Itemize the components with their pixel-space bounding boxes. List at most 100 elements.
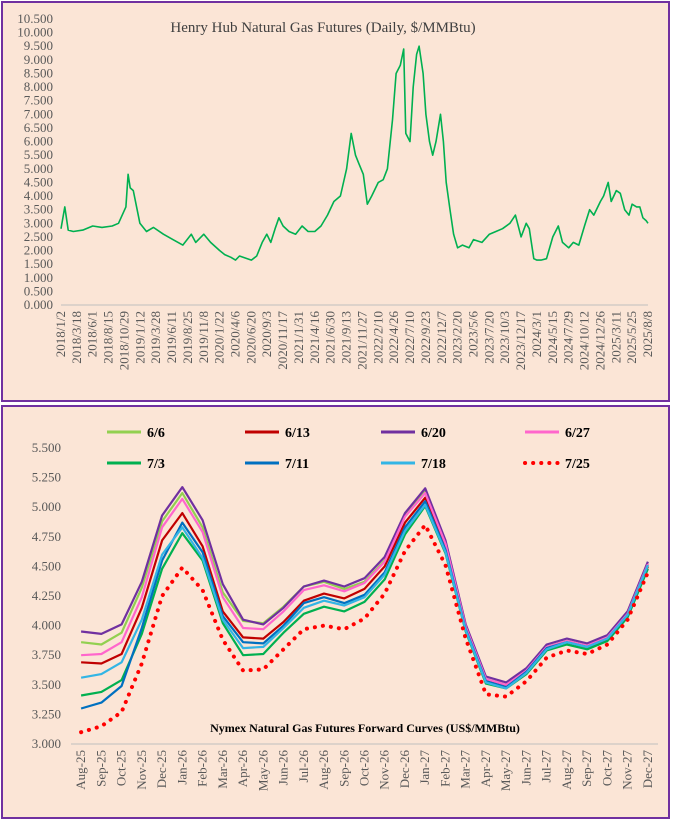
- x-tick-label: Dec-26: [397, 750, 412, 789]
- y-tick-label: 1.500: [24, 256, 53, 271]
- x-tick-label: 2025/8/8: [640, 311, 655, 357]
- x-tick-label: Oct-27: [599, 750, 614, 787]
- y-tick-label: 5.000: [32, 499, 61, 514]
- y-tick-label: 7.000: [24, 106, 53, 121]
- x-tick-label: Jun-26: [276, 750, 291, 786]
- y-tick-label: 8.000: [24, 79, 53, 94]
- y-tick-label: 2.500: [24, 229, 53, 244]
- y-tick-label: 9.500: [24, 38, 53, 53]
- x-tick-label: Apr-26: [235, 750, 250, 788]
- x-tick-label: Jul-26: [296, 750, 311, 783]
- y-tick-label: 4.000: [24, 188, 53, 203]
- x-tick-label: 2024/7/29: [561, 311, 576, 364]
- legend-label: 7/18: [421, 457, 446, 472]
- x-tick-label: Jan-27: [417, 750, 432, 785]
- x-tick-label: 2021/9/13: [339, 311, 354, 364]
- x-tick-label: 2020/1/22: [212, 311, 227, 364]
- x-tick-label: Oct-26: [357, 750, 372, 787]
- y-tick-label: 4.000: [32, 618, 61, 633]
- legend-label: 6/20: [421, 426, 446, 441]
- x-tick-label: Oct-25: [114, 750, 129, 786]
- x-tick-label: 2018/10/29: [116, 311, 131, 370]
- x-tick-label: Sep-26: [336, 750, 351, 787]
- series-line-7-25: [79, 523, 650, 735]
- series-line-6-20: [80, 485, 649, 684]
- x-tick-label: 2021/6/30: [323, 311, 338, 364]
- x-tick-label: Sep-25: [93, 750, 108, 787]
- x-tick-label: 2020/4/6: [228, 311, 243, 358]
- x-tick-label: 2023/10/3: [497, 311, 512, 364]
- y-tick-label: 5.250: [32, 470, 61, 485]
- series-line-7-18: [80, 503, 649, 690]
- legend-label: 7/25: [565, 457, 590, 472]
- y-tick-label: 6.500: [24, 120, 53, 135]
- y-tick-label: 3.750: [32, 647, 61, 662]
- x-tick-label: 2024/10/12: [577, 311, 592, 370]
- x-tick-label: Nov-27: [620, 750, 635, 790]
- x-tick-label: 2020/9/3: [259, 311, 274, 357]
- x-tick-label: 2023/5/6: [465, 311, 480, 358]
- x-tick-label: 2021/4/16: [307, 311, 322, 364]
- y-tick-label: 4.250: [32, 588, 61, 603]
- x-tick-label: 2018/3/18: [69, 311, 84, 364]
- x-tick-label: 2022/2/10: [370, 311, 385, 364]
- series-line-6-27: [81, 491, 649, 686]
- x-tick-label: Feb-26: [195, 750, 210, 787]
- y-tick-label: 8.500: [24, 65, 53, 80]
- x-tick-label: 2019/6/11: [164, 311, 179, 363]
- x-tick-label: 2018/6/1: [85, 311, 100, 357]
- x-tick-label: 2025/5/25: [624, 311, 639, 364]
- series-line-7-11: [80, 500, 649, 710]
- legend-label: 7/3: [147, 457, 165, 472]
- x-tick-label: Dec-27: [640, 750, 655, 789]
- x-tick-label: Apr-27: [478, 750, 493, 788]
- x-tick-label: Nov-26: [377, 750, 392, 790]
- x-tick-label: Aug-27: [559, 750, 574, 790]
- x-tick-label: May-26: [255, 750, 270, 792]
- x-tick-label: 2020/11/17: [275, 311, 290, 370]
- x-tick-label: May-27: [498, 750, 513, 792]
- chart-title: Henry Hub Natural Gas Futures (Daily, $/…: [170, 20, 475, 36]
- x-tick-label: 2021/1/31: [291, 311, 306, 364]
- y-tick-label: 5.500: [24, 147, 53, 162]
- y-tick-label: 3.250: [32, 706, 61, 721]
- x-tick-label: Jul-27: [539, 750, 554, 783]
- y-tick-label: 3.500: [32, 677, 61, 692]
- y-tick-label: 3.000: [24, 215, 53, 230]
- series-line-7-3: [80, 504, 649, 697]
- x-tick-label: 2018/1/2: [53, 311, 68, 357]
- x-tick-label: 2023/12/17: [513, 311, 528, 371]
- x-tick-label: Jan-26: [174, 750, 189, 785]
- y-tick-label: 7.500: [24, 93, 53, 108]
- y-tick-label: 6.000: [24, 134, 53, 149]
- x-tick-label: 2024/3/1: [529, 311, 544, 357]
- y-tick-label: 2.000: [24, 243, 53, 258]
- x-tick-label: 2022/9/23: [418, 311, 433, 364]
- x-tick-label: Feb-27: [437, 750, 452, 787]
- series-line-6-13: [81, 496, 649, 688]
- y-tick-label: 4.750: [32, 529, 61, 544]
- legend-label: 6/13: [285, 426, 310, 441]
- y-tick-label: 4.500: [32, 558, 61, 573]
- x-tick-label: Dec-25: [154, 750, 169, 788]
- chart-title: Nymex Natural Gas Futures Forward Curves…: [210, 721, 520, 735]
- y-tick-label: 9.000: [24, 52, 53, 67]
- henry-hub-chart-panel: 0.000 0.500 1.000 1.500 2.000 2.500 3.000 3.500…: [1, 1, 670, 402]
- x-tick-label: 2023/7/20: [481, 311, 496, 364]
- x-tick-label: 2024/5/15: [545, 311, 560, 364]
- x-tick-label: 2019/11/8: [196, 311, 211, 363]
- x-tick-label: Jun-27: [518, 750, 533, 786]
- x-tick-label: Mar-27: [458, 750, 473, 789]
- x-tick-label: 2023/2/20: [450, 311, 465, 364]
- y-tick-label: 10.500: [17, 11, 53, 26]
- x-tick-label: Mar-26: [215, 750, 230, 789]
- x-tick-label: 2022/4/26: [386, 311, 401, 364]
- legend-label: 7/11: [285, 457, 309, 472]
- forward-curves-chart-panel: 3.000 3.250 3.500 3.750 4.000 4.250 4.500 4.750…: [1, 405, 670, 819]
- x-tick-label: Aug-25: [73, 750, 88, 790]
- y-tick-label: 0.000: [24, 297, 53, 312]
- forward-curves-chart: 3.000 3.250 3.500 3.750 4.000 4.250 4.500 4.750…: [32, 426, 658, 792]
- x-tick-label: 2019/1/12: [132, 311, 147, 364]
- x-tick-label: 2025/3/11: [608, 311, 623, 363]
- y-tick-label: 3.500: [24, 202, 53, 217]
